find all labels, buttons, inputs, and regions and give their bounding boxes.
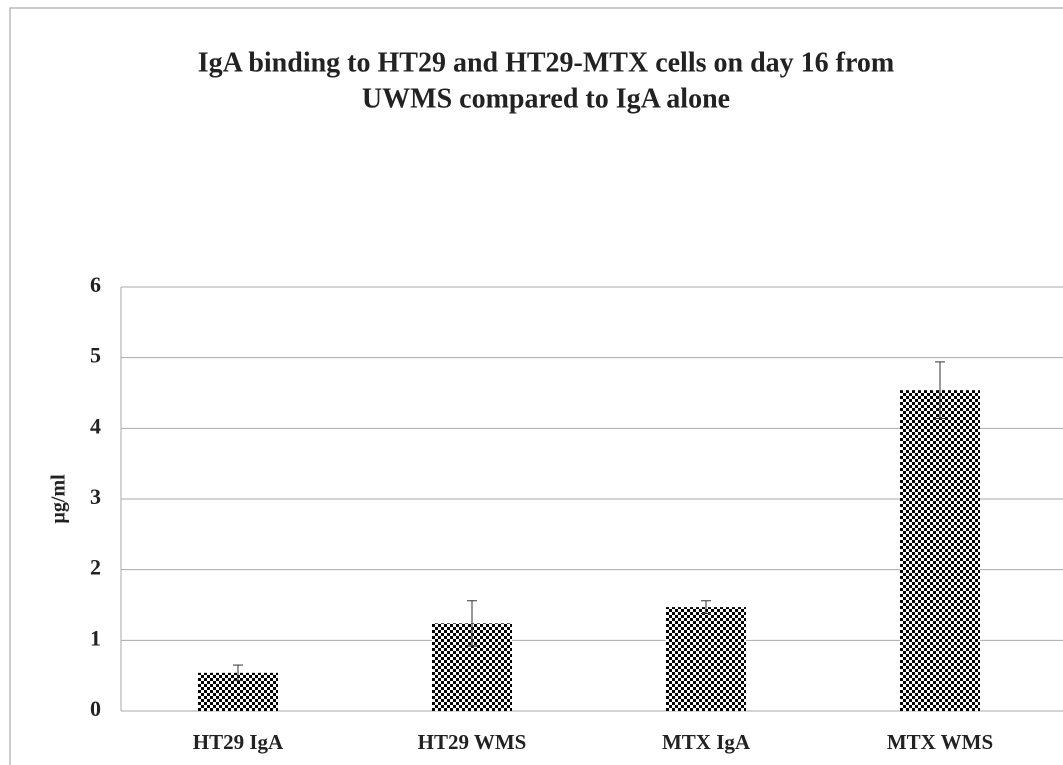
x-tick-label: MTX IgA (662, 730, 751, 754)
y-tick-label: 1 (90, 625, 101, 650)
y-tick-label: 2 (90, 555, 101, 580)
y-tick-label: 3 (90, 484, 101, 509)
x-tick-label: MTX WMS (887, 730, 993, 754)
y-tick-label: 0 (90, 696, 101, 721)
chart-frame (9, 7, 1063, 765)
x-tick-label: HT29 IgA (193, 730, 284, 754)
chart-title: UWMS compared to IgA alone (362, 83, 730, 114)
bar (900, 390, 980, 711)
bar (666, 607, 746, 711)
x-tick-label: HT29 WMS (418, 730, 527, 754)
error-bar (233, 664, 243, 682)
y-tick-label: 5 (90, 343, 101, 368)
chart-title: IgA binding to HT29 and HT29-MTX cells o… (198, 47, 894, 78)
y-tick-label: 4 (90, 413, 101, 438)
error-bar (701, 600, 711, 614)
y-axis-label: µg/ml (48, 474, 70, 524)
y-tick-label: 6 (90, 272, 101, 297)
error-bar (935, 361, 945, 419)
error-bar (467, 600, 477, 647)
